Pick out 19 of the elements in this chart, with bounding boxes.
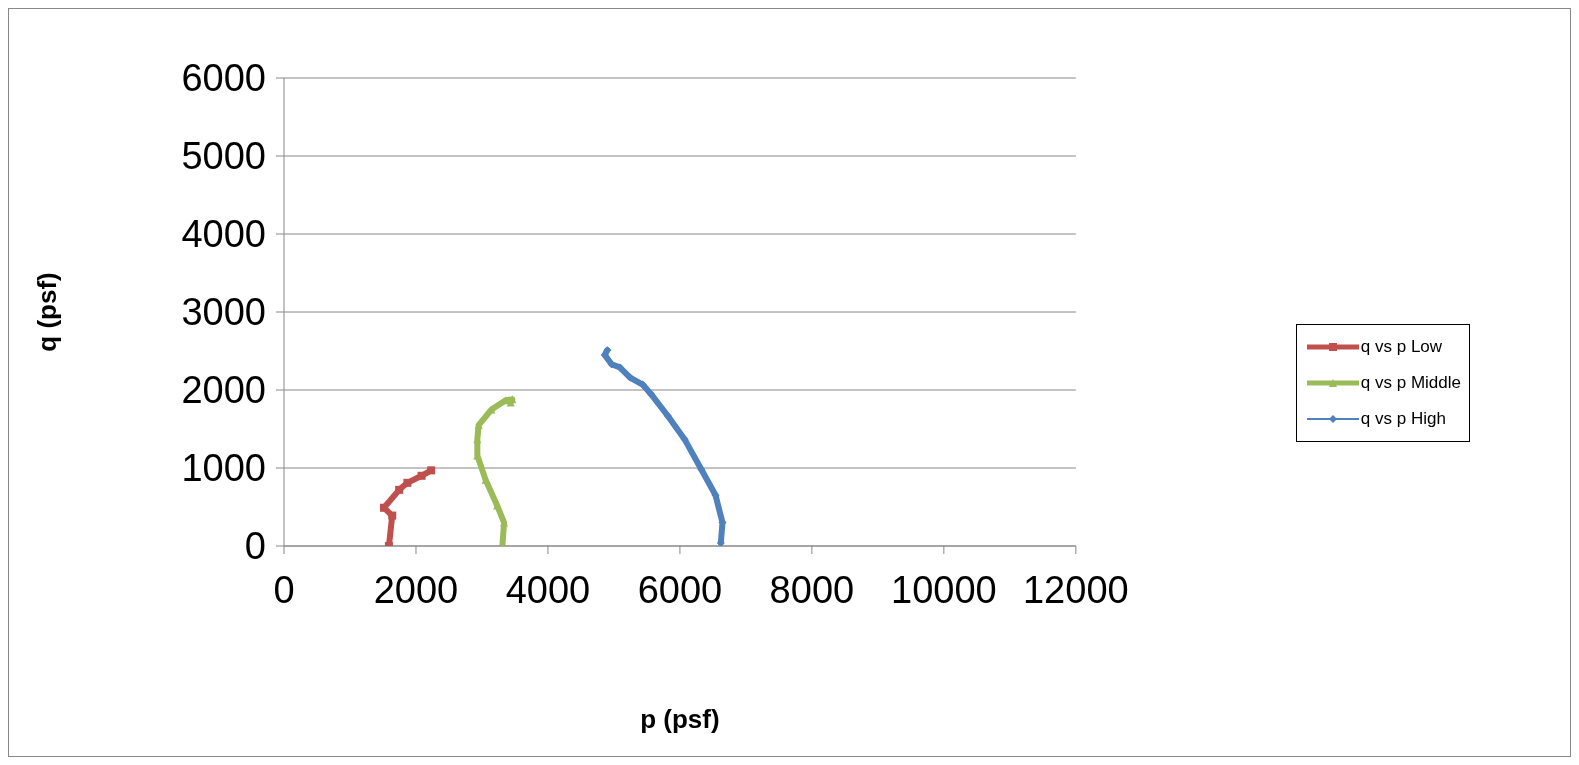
y-tick-label: 5000 <box>181 135 266 178</box>
y-tick-label: 3000 <box>181 291 266 334</box>
y-tick-label: 6000 <box>181 57 266 100</box>
x-tick-label: 10000 <box>891 568 997 611</box>
x-tick-label: 4000 <box>505 568 591 611</box>
x-tick-label: 8000 <box>769 568 855 611</box>
y-tick-label: 0 <box>244 525 266 568</box>
y-tick-label: 4000 <box>181 213 266 256</box>
legend-label: q vs p Middle <box>1360 372 1461 393</box>
x-tick-label: 2000 <box>373 568 459 611</box>
x-tick-label: 12000 <box>1022 568 1129 611</box>
y-tick-label: 2000 <box>181 369 266 412</box>
y-axis-title: q (psf) <box>32 272 63 352</box>
y-tick-label: 1000 <box>181 447 266 490</box>
x-tick-label: 0 <box>273 568 295 611</box>
legend-label: q vs p High <box>1360 408 1446 429</box>
x-axis-title: p (psf) <box>640 704 720 734</box>
x-tick-label: 6000 <box>637 568 723 611</box>
legend-label: q vs p Low <box>1360 336 1443 357</box>
